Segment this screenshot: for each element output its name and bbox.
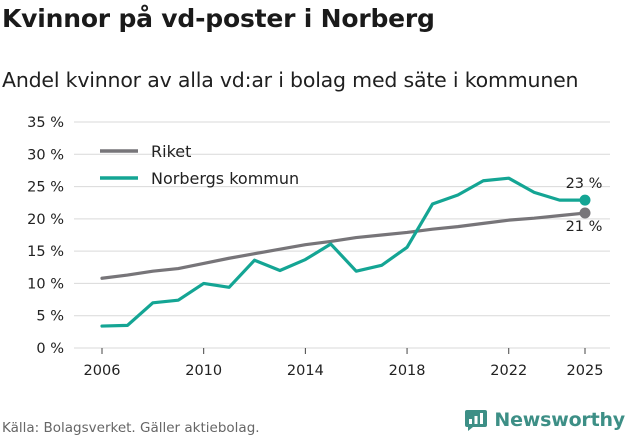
y-tick-label: 10 % [27,276,64,292]
y-tick-label: 5 % [36,309,64,325]
x-axis-ticks: 2006 2010 2014 2018 2022 2025 [84,348,604,379]
y-tick-label: 30 % [27,147,64,163]
x-tick-label: 2018 [389,363,426,379]
y-tick-label: 15 % [27,244,64,260]
newsworthy-logo-icon [465,410,488,431]
series-end-point [579,207,591,219]
x-tick-label: 2022 [490,363,527,379]
series-end-point [579,194,591,206]
series-line-riket [100,211,587,280]
series-line-norbergs-kommun [100,176,587,328]
gridlines [74,121,610,349]
series-lines [100,176,591,328]
x-tick-label: 2006 [84,363,121,379]
y-tick-label: 25 % [27,180,64,196]
legend: Riket Norbergs kommun [100,142,299,188]
x-tick-label: 2014 [287,363,324,379]
y-tick-label: 20 % [27,212,64,228]
brand-logo: Newsworthy [464,408,625,432]
end-labels: 21 % 23 % [566,176,603,235]
x-tick-label: 2010 [185,363,222,379]
chart-subtitle: Andel kvinnor av alla vd:ar i bolag med … [2,68,579,92]
y-tick-label: 35 % [27,115,64,131]
legend-label: Norbergs kommun [151,169,299,188]
y-tick-label: 0 % [36,341,64,357]
legend-label: Riket [151,142,191,161]
y-axis-ticks: 0 % 5 % 10 % 15 % 20 % 25 % 30 % 35 % [27,115,64,357]
series-end-label: 21 % [566,219,603,235]
brand-name: Newsworthy [494,409,625,431]
chart-title: Kvinnor på vd-poster i Norberg [2,4,435,33]
x-tick-label: 2025 [567,363,604,379]
series-end-label: 23 % [566,176,603,192]
source-note: Källa: Bolagsverket. Gäller aktiebolag. [2,420,260,436]
